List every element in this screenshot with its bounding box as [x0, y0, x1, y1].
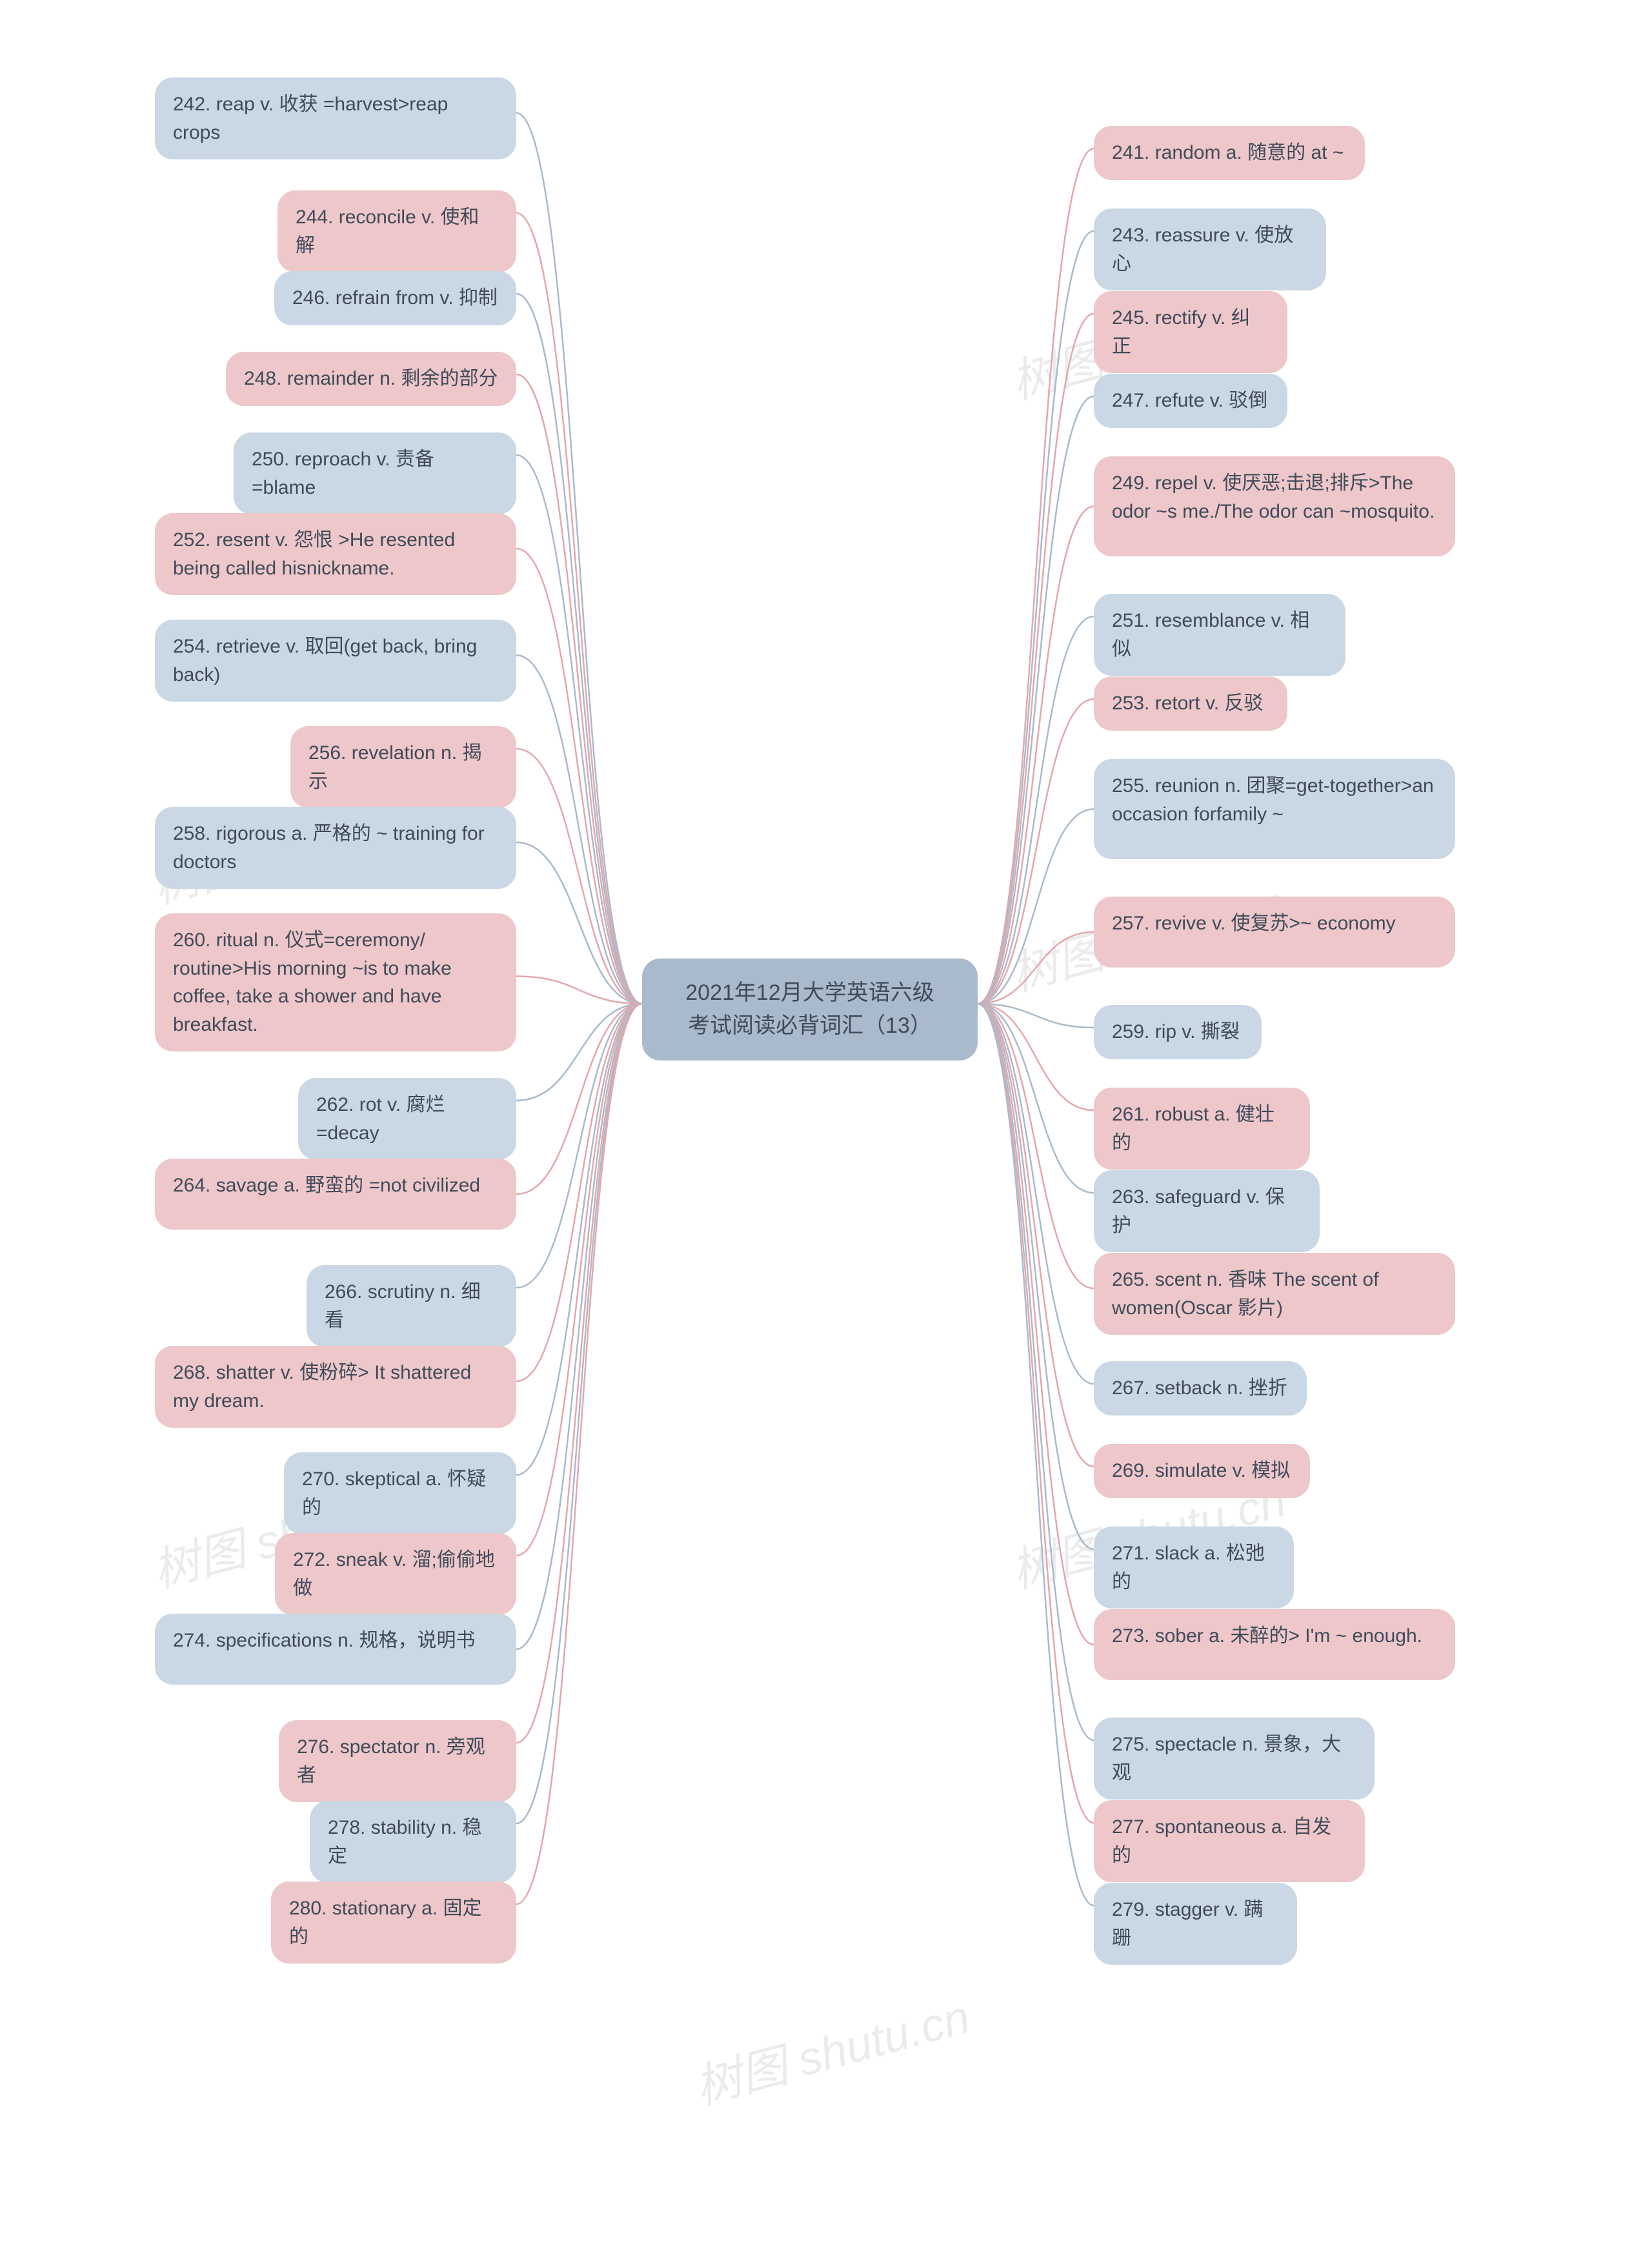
connector-line [516, 1004, 642, 1743]
connector-line [978, 148, 1094, 1004]
vocab-node: 264. savage a. 野蛮的 =not civilized [155, 1159, 516, 1230]
vocab-node: 250. reproach v. 责备=blame [234, 432, 516, 514]
vocab-node: 255. reunion n. 团聚=get-together>an occas… [1094, 759, 1455, 859]
vocab-node: 246. refrain from v. 抑制 [274, 271, 516, 325]
vocab-node: 244. reconcile v. 使和解 [277, 190, 516, 272]
vocab-node: 269. simulate v. 模拟 [1094, 1444, 1310, 1498]
vocab-node: 271. slack a. 松弛的 [1094, 1527, 1294, 1609]
connector-line [516, 294, 642, 1004]
vocab-node: 273. sober a. 未醉的> I'm ~ enough. [1094, 1609, 1455, 1680]
vocab-node: 274. specifications n. 规格，说明书 [155, 1614, 516, 1685]
vocab-node: 263. safeguard v. 保护 [1094, 1170, 1320, 1252]
vocab-node: 248. remainder n. 剩余的部分 [226, 352, 516, 406]
vocab-node: 270. skeptical a. 怀疑的 [284, 1452, 516, 1534]
vocab-node: 256. revelation n. 揭示 [290, 726, 516, 808]
vocab-node: 242. reap v. 收获 =harvest>reap crops [155, 77, 516, 159]
connector-line [516, 374, 642, 1004]
vocab-node: 262. rot v. 腐烂 =decay [298, 1078, 516, 1160]
vocab-node: 258. rigorous a. 严格的 ~ training for doct… [155, 807, 516, 889]
vocab-node: 267. setback n. 挫折 [1094, 1361, 1307, 1416]
vocab-node: 268. shatter v. 使粉碎> It shattered my dre… [155, 1346, 516, 1428]
connector-line [516, 1004, 642, 1556]
vocab-node: 280. stationary a. 固定的 [271, 1882, 516, 1964]
connector-line [978, 1004, 1094, 1905]
connector-line [978, 1004, 1094, 1549]
vocab-node: 278. stability n. 稳定 [310, 1801, 516, 1883]
vocab-node: 241. random a. 随意的 at ~ [1094, 126, 1365, 180]
connector-line [516, 749, 642, 1004]
vocab-node: 247. refute v. 驳倒 [1094, 374, 1287, 428]
vocab-node: 252. resent v. 怨恨 >He resented being cal… [155, 513, 516, 595]
vocab-node: 265. scent n. 香味 The scent of women(Osca… [1094, 1253, 1455, 1335]
vocab-node: 275. spectacle n. 景象，大观 [1094, 1718, 1375, 1800]
center-node: 2021年12月大学英语六级考试阅读必背词汇（13） [642, 959, 978, 1061]
vocab-node: 251. resemblance v. 相似 [1094, 594, 1345, 676]
vocab-node: 253. retort v. 反驳 [1094, 676, 1287, 731]
vocab-node: 257. revive v. 使复苏>~ economy [1094, 897, 1455, 968]
connector-line [978, 231, 1094, 1004]
connector-line [978, 616, 1094, 1004]
connector-line [978, 396, 1094, 1004]
connector-line [978, 1004, 1094, 1823]
vocab-node: 261. robust a. 健壮的 [1094, 1088, 1310, 1170]
vocab-node: 277. spontaneous a. 自发的 [1094, 1800, 1365, 1882]
connector-line [978, 1004, 1094, 1288]
vocab-node: 266. scrutiny n. 细看 [307, 1265, 516, 1347]
connector-line [516, 113, 642, 1004]
vocab-node: 259. rip v. 撕裂 [1094, 1005, 1262, 1059]
connector-line [516, 213, 642, 1004]
vocab-node: 276. spectator n. 旁观者 [279, 1720, 516, 1802]
vocab-node: 254. retrieve v. 取回(get back, bring back… [155, 620, 516, 702]
vocab-node: 243. reassure v. 使放心 [1094, 208, 1326, 290]
vocab-node: 260. ritual n. 仪式=ceremony/ routine>His … [155, 913, 516, 1051]
connector-line [516, 655, 642, 1004]
vocab-node: 249. repel v. 使厌恶;击退;排斥>The odor ~s me./… [1094, 456, 1455, 556]
vocab-node: 279. stagger v. 蹒跚 [1094, 1883, 1297, 1965]
connector-line [516, 1004, 642, 1823]
connector-line [516, 1004, 642, 1904]
connector-line [978, 1004, 1094, 1467]
vocab-node: 245. rectify v. 纠正 [1094, 291, 1287, 373]
vocab-node: 272. sneak v. 溜;偷偷地做 [275, 1533, 516, 1615]
connector-line [978, 699, 1094, 1004]
